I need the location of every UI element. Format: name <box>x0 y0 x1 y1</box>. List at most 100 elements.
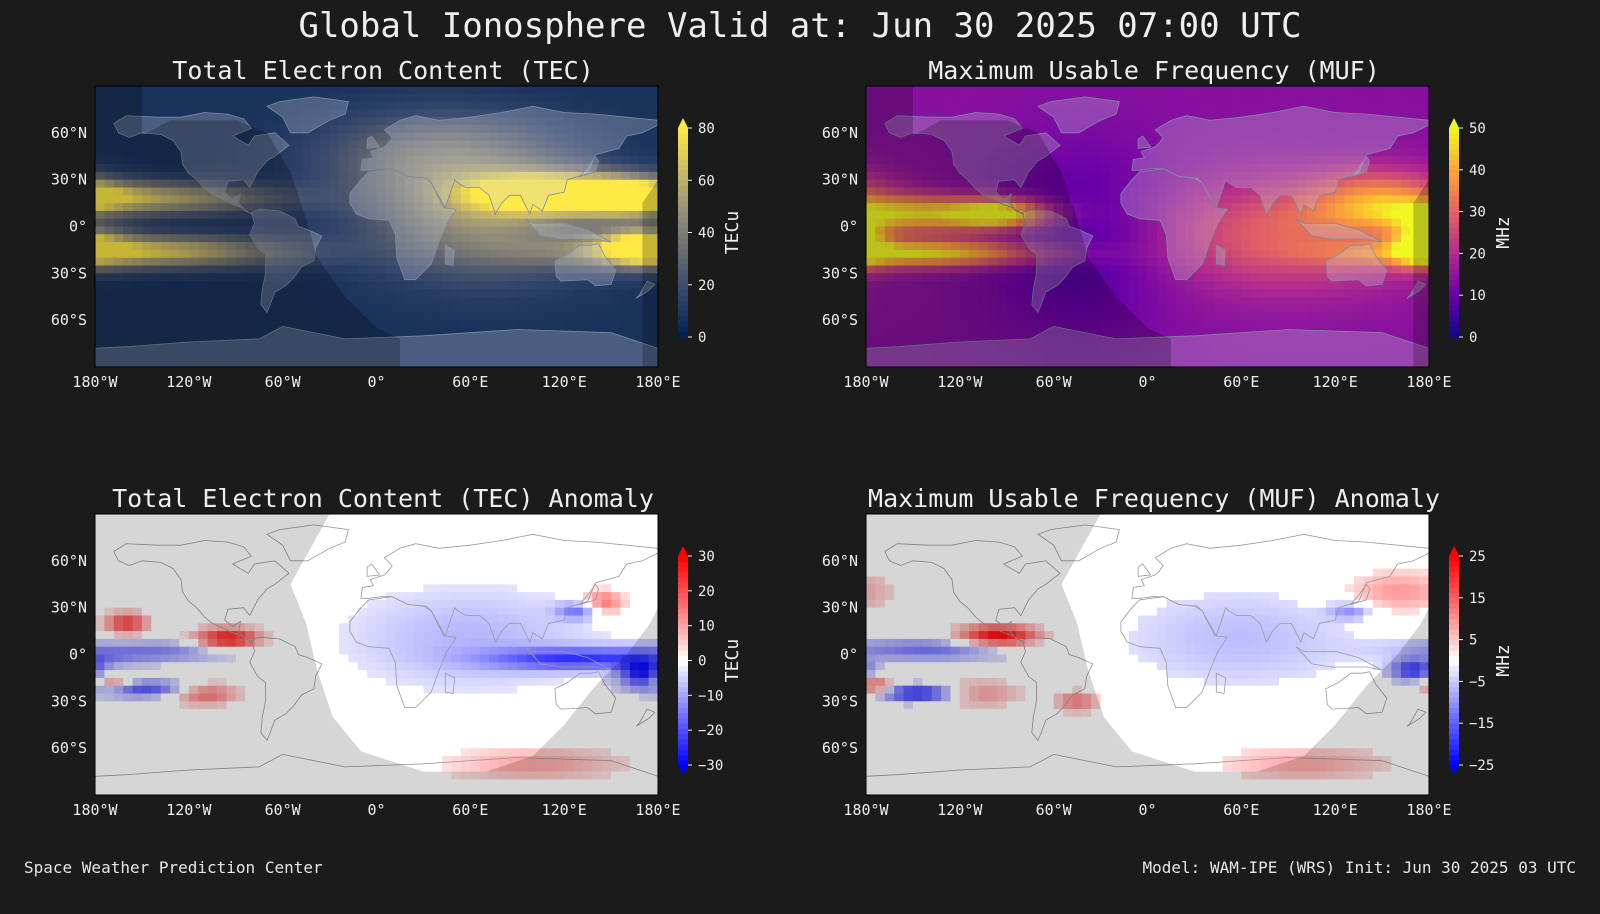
x-tick-label: 120°W <box>166 373 212 391</box>
x-tick-label: 0° <box>1138 373 1156 391</box>
colorbar-tick-label: −15 <box>1469 716 1494 732</box>
y-tick-label: 60°S <box>51 739 87 757</box>
y-tick-label: 0° <box>69 646 87 664</box>
colorbar-tick-label: 0 <box>1469 330 1477 346</box>
field-layer <box>866 514 1430 796</box>
x-tick-label: 0° <box>1138 801 1156 819</box>
tec-map: 180°W 120°W 60°W 0° 60°E 120°E 180°E 60°N 30°N 0°… <box>0 56 800 486</box>
x-tick-label: 60°W <box>1036 373 1073 391</box>
colorbar <box>1449 118 1459 338</box>
y-tick-label: 60°S <box>822 311 858 329</box>
x-tick-label: 120°E <box>1313 373 1358 391</box>
y-tick-label: 60°N <box>51 124 87 142</box>
colorbar-tick-label: 60 <box>698 173 715 189</box>
colorbar-extend-max <box>678 546 688 556</box>
colorbar <box>1449 546 1459 775</box>
y-tick-label: 30°N <box>51 171 87 189</box>
x-tick-label: 120°W <box>937 801 983 819</box>
colorbar-tick-label: 25 <box>1469 549 1486 565</box>
x-tick-label: 180°W <box>72 801 118 819</box>
x-tick-label: 0° <box>367 801 385 819</box>
y-tick-label: 0° <box>840 646 858 664</box>
x-tick-label: 60°E <box>452 373 488 391</box>
y-tick-label: 30°N <box>822 599 858 617</box>
colorbar-tick-label: −10 <box>698 688 723 704</box>
colorbar-label: TECu <box>722 211 743 254</box>
y-tick-label: 60°S <box>822 739 858 757</box>
colorbar-tick-label: −20 <box>698 723 723 739</box>
field-layer <box>95 86 659 368</box>
colorbar-label: MHz <box>1493 216 1514 249</box>
tec-anomaly-panel: Total Electron Content (TEC) Anomaly 180… <box>0 484 800 914</box>
colorbar-tick-label: 10 <box>698 619 715 635</box>
colorbar-tick-label: 15 <box>1469 591 1486 607</box>
x-tick-label: 120°W <box>166 801 212 819</box>
colorbar-tick-label: 10 <box>1469 288 1486 304</box>
colorbar-tick-label: 20 <box>698 584 715 600</box>
colorbar-tick-label: 40 <box>1469 163 1486 179</box>
x-tick-label: 60°W <box>1036 801 1073 819</box>
colorbar-extend-max <box>678 118 688 128</box>
muf-anomaly-map: 180°W 120°W 60°W 0° 60°E 120°E 180°E 60°N 30°N 0°… <box>771 484 1571 914</box>
x-tick-label: 60°W <box>265 801 302 819</box>
colorbar-tick-label: −25 <box>1469 758 1494 774</box>
colorbar-extend-max <box>1449 118 1459 128</box>
footer-credit: Space Weather Prediction Center <box>24 858 323 877</box>
y-tick-label: 30°S <box>51 692 87 710</box>
x-tick-label: 0° <box>367 373 385 391</box>
x-tick-label: 60°E <box>452 801 488 819</box>
colorbar-tick-label: 30 <box>698 549 715 565</box>
y-tick-label: 30°S <box>822 264 858 282</box>
colorbar-tick-label: 5 <box>1469 633 1477 649</box>
y-tick-label: 60°N <box>822 124 858 142</box>
y-tick-label: 30°S <box>822 692 858 710</box>
y-tick-label: 30°N <box>822 171 858 189</box>
footer-model-info: Model: WAM-IPE (WRS) Init: Jun 30 2025 0… <box>1143 858 1576 877</box>
colorbar-extend-min <box>1449 765 1459 775</box>
x-tick-label: 120°E <box>1313 801 1358 819</box>
colorbar-tick-label: 0 <box>698 654 706 670</box>
tec-anomaly-map: 180°W 120°W 60°W 0° 60°E 120°E 180°E 60°N 30°N 0°… <box>0 484 800 914</box>
colorbar-tick-label: 50 <box>1469 121 1486 137</box>
colorbar-tick-label: −30 <box>698 758 723 774</box>
colorbar-tick-label: 40 <box>698 226 715 242</box>
colorbar-extend-min <box>678 765 688 775</box>
colorbar-tick-label: 30 <box>1469 205 1486 221</box>
y-tick-label: 0° <box>69 218 87 236</box>
colorbar-tick-label: 20 <box>1469 246 1486 262</box>
colorbar-tick-label: 80 <box>698 121 715 137</box>
x-tick-label: 180°W <box>843 373 889 391</box>
y-tick-label: 30°S <box>51 264 87 282</box>
colorbar-tick-label: −5 <box>1469 674 1486 690</box>
colorbar-label: MHz <box>1493 644 1514 677</box>
colorbar-tick-label: 20 <box>698 278 715 294</box>
colorbar-label: TECu <box>722 639 743 682</box>
y-tick-label: 60°S <box>51 311 87 329</box>
y-tick-label: 60°N <box>822 552 858 570</box>
muf-anomaly-panel: Maximum Usable Frequency (MUF) Anomaly 1… <box>771 484 1571 914</box>
x-tick-label: 120°E <box>542 373 587 391</box>
colorbar <box>678 118 688 338</box>
field-layer <box>866 86 1430 368</box>
colorbar-tick-label: 0 <box>698 330 706 346</box>
x-tick-label: 180°E <box>1406 801 1451 819</box>
x-tick-label: 180°E <box>635 373 680 391</box>
colorbar <box>678 546 688 775</box>
x-tick-label: 120°E <box>542 801 587 819</box>
x-tick-label: 180°E <box>1406 373 1451 391</box>
x-tick-label: 60°E <box>1223 801 1259 819</box>
y-tick-label: 60°N <box>51 552 87 570</box>
x-tick-label: 60°W <box>265 373 302 391</box>
page-title: Global Ionosphere Valid at: Jun 30 2025 … <box>0 6 1600 46</box>
x-tick-label: 120°W <box>937 373 983 391</box>
x-tick-label: 180°E <box>635 801 680 819</box>
x-tick-label: 180°W <box>843 801 889 819</box>
y-tick-label: 0° <box>840 218 858 236</box>
colorbar-extend-max <box>1449 546 1459 556</box>
y-tick-label: 30°N <box>51 599 87 617</box>
field-layer <box>95 514 659 796</box>
x-tick-label: 180°W <box>72 373 118 391</box>
